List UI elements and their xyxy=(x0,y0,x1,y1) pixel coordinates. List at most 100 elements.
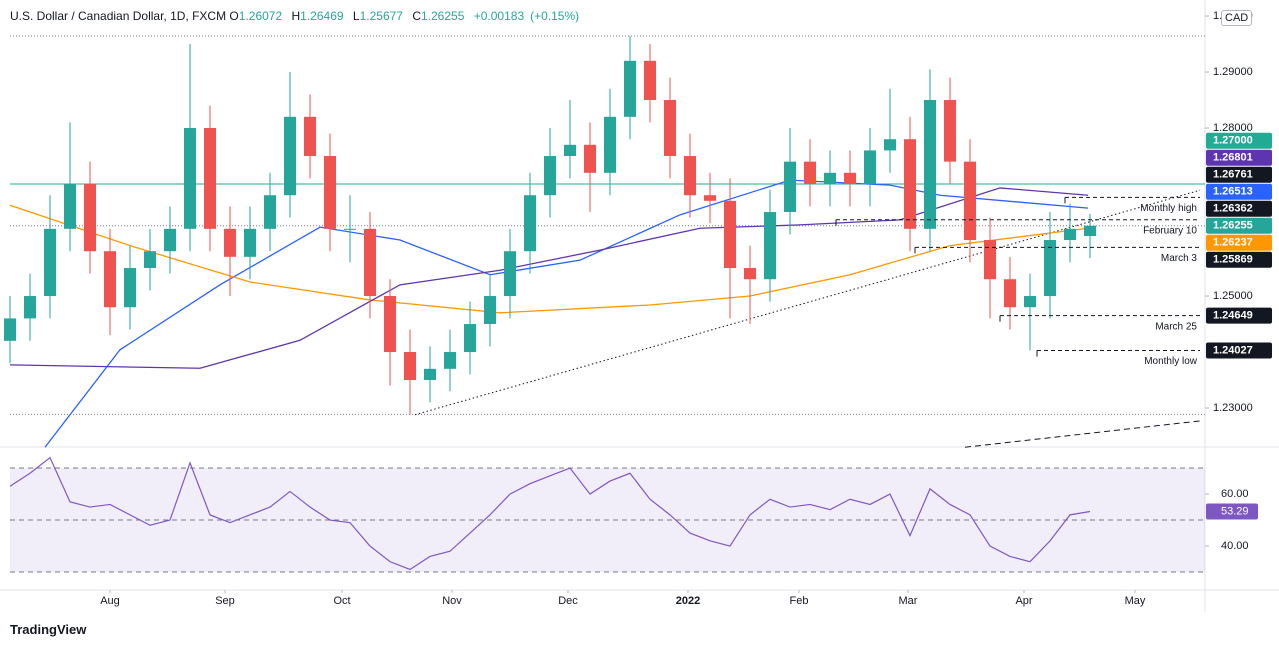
candle-body xyxy=(224,228,236,257)
candle-body xyxy=(204,128,216,229)
candle-body xyxy=(1004,279,1016,308)
candle-body xyxy=(364,228,376,297)
rsi-value-box xyxy=(1206,503,1258,520)
header: U.S. Dollar / Canadian Dollar, 1D, FXCM … xyxy=(10,9,585,23)
candle-body xyxy=(1064,228,1076,241)
y-tick-label: 1.25000 xyxy=(1213,290,1253,302)
rsi-band xyxy=(10,468,1205,573)
x-tick-label: Dec xyxy=(558,595,578,607)
candle-body xyxy=(304,116,316,157)
candle-body xyxy=(244,228,256,257)
candle-body xyxy=(564,144,576,157)
price-label: 1.26513 xyxy=(1213,186,1253,198)
candle-body xyxy=(324,156,336,229)
x-tick-label: Sep xyxy=(215,595,235,607)
candle-body xyxy=(484,296,496,325)
candle-body xyxy=(1084,225,1096,236)
candle-body xyxy=(664,100,676,157)
candle-body xyxy=(404,352,416,381)
candle-body xyxy=(744,268,756,280)
candle-body xyxy=(4,318,16,341)
candle-body xyxy=(624,60,636,117)
candle-body xyxy=(124,268,136,308)
candle-body xyxy=(544,156,556,196)
ohlc-value: 1.26072 xyxy=(238,9,283,23)
candle-body xyxy=(444,352,456,369)
candle-body xyxy=(724,200,736,269)
x-tick-label: Mar xyxy=(899,595,918,607)
moving-average xyxy=(44,179,1089,448)
price-label: 1.25869 xyxy=(1213,254,1253,266)
candle-body xyxy=(604,116,616,173)
ohlc-letter: H xyxy=(291,9,301,23)
candle-body xyxy=(584,144,596,173)
price-label-box xyxy=(1206,149,1272,166)
candle-body xyxy=(964,161,976,241)
candle-body xyxy=(344,228,356,230)
ohlc-value: 1.26255 xyxy=(421,9,465,23)
ohlc-letter: L xyxy=(352,9,360,23)
currency-button[interactable]: CAD xyxy=(1221,10,1253,26)
annotation-label: Monthly low xyxy=(1144,356,1198,367)
ohlc-value: 1.26469 xyxy=(300,9,344,23)
price-label-box xyxy=(1206,234,1272,251)
x-tick-label: May xyxy=(1125,595,1146,607)
candle-body xyxy=(1044,240,1056,297)
price-label: 1.24649 xyxy=(1213,310,1253,322)
x-tick-label: 2022 xyxy=(676,595,700,607)
x-tick-label: Feb xyxy=(790,595,809,607)
candle-body xyxy=(704,195,716,201)
moving-average xyxy=(9,204,1089,314)
price-label: 1.26255 xyxy=(1213,220,1253,232)
candle-body xyxy=(784,161,796,213)
rsi-value-label: 53.29 xyxy=(1221,505,1249,517)
annotation-label: February 10 xyxy=(1143,225,1197,236)
price-label-box xyxy=(1206,183,1272,200)
candle-body xyxy=(84,184,96,252)
candle-body xyxy=(1024,296,1036,308)
price-label: 1.26362 xyxy=(1213,203,1253,215)
candle-body xyxy=(944,100,956,162)
candle-body xyxy=(104,251,116,308)
candle-body xyxy=(864,150,876,185)
price-label: 1.27000 xyxy=(1213,135,1253,147)
candle-body xyxy=(24,296,36,319)
candle-body xyxy=(164,228,176,252)
candle-body xyxy=(44,228,56,297)
candle-body xyxy=(264,195,276,229)
candle-body xyxy=(824,172,836,185)
candle-body xyxy=(184,128,196,229)
x-tick-label: Oct xyxy=(333,595,350,607)
y-tick-label: 1.28000 xyxy=(1213,122,1253,134)
rsi-tick-label: 40.00 xyxy=(1221,540,1249,552)
price-label: 1.26237 xyxy=(1213,237,1253,249)
candle-body xyxy=(144,251,156,269)
candle-body xyxy=(844,172,856,185)
x-tick-label: Nov xyxy=(442,595,462,607)
candle-body xyxy=(424,368,436,381)
change-pct: (+0.15%) xyxy=(530,9,580,23)
brand-logo[interactable]: TradingView xyxy=(10,622,87,637)
candle-body xyxy=(684,156,696,196)
candle-body xyxy=(464,324,476,353)
price-label-box xyxy=(1206,217,1272,234)
rsi-line xyxy=(9,456,1091,571)
price-label: 1.24027 xyxy=(1213,344,1253,356)
price-label: 1.26801 xyxy=(1213,152,1253,164)
x-tick-label: Aug xyxy=(100,595,120,607)
candle-body xyxy=(524,195,536,252)
candle-body xyxy=(764,212,776,280)
ohlc-letter: O xyxy=(229,9,239,23)
candle-body xyxy=(284,116,296,196)
x-tick-label: Apr xyxy=(1015,595,1032,607)
candle-body xyxy=(984,240,996,280)
candle-body xyxy=(504,251,516,297)
y-tick-label: 1.23000 xyxy=(1213,402,1253,414)
symbol: U.S. Dollar / Canadian Dollar, 1D, FXCM xyxy=(10,9,227,23)
candle-body xyxy=(804,161,816,185)
price-label-box xyxy=(1206,342,1272,359)
trendline xyxy=(414,189,1201,416)
candle-body xyxy=(884,139,896,151)
candle-body xyxy=(644,60,656,101)
